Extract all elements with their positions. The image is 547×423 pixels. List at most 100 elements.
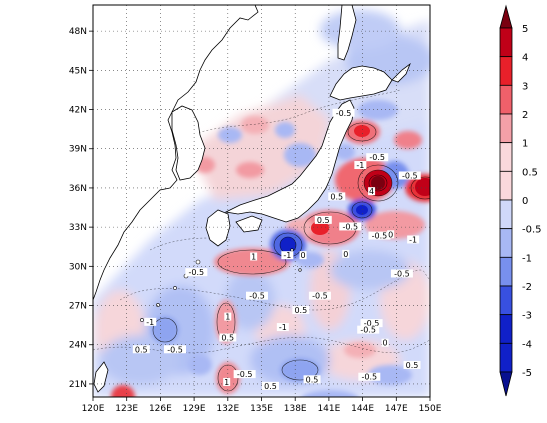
contour-label: -1 [279, 323, 287, 332]
colorbar-box [499, 56, 513, 86]
colorbar-box [499, 142, 513, 172]
contour-label-bg [261, 381, 279, 390]
contour-label: -0.5 [312, 292, 328, 301]
contour-label: -0.5 [237, 370, 253, 379]
contour-label: 0 [388, 230, 393, 239]
contour-label-bg [358, 372, 381, 381]
contour-label: -0.5 [372, 232, 388, 241]
contour-label: -0.5 [342, 222, 358, 231]
contour-label: 4 [369, 187, 374, 196]
contour-label-bg [407, 235, 420, 244]
y-tick-label: 36N [69, 184, 87, 194]
contour-label: -0.5 [369, 153, 385, 162]
contour-label: 0.5 [221, 334, 234, 343]
y-tick-label: 21N [69, 380, 87, 390]
x-tick-label: 138E [284, 404, 307, 414]
contour-label-bg [368, 231, 391, 240]
colorbar-label: -3 [522, 311, 532, 322]
landmass [93, 5, 411, 393]
contour-label-bg [292, 306, 310, 315]
contour-label-bg [360, 319, 383, 328]
contour-label: 0 [343, 250, 348, 259]
y-tick-label: 24N [69, 341, 87, 351]
gridlines [93, 5, 430, 397]
contour-label: 1 [224, 378, 229, 387]
contour-label-bg [246, 291, 269, 300]
contour-label-bg [366, 153, 389, 162]
x-tick-label: 126E [149, 404, 172, 414]
contour-label-bg [303, 375, 321, 384]
y-tick-label: 42N [69, 106, 87, 116]
contour-label-bg [403, 360, 421, 369]
colorbar-label: -2 [522, 282, 532, 293]
x-tick-label: 141E [317, 404, 340, 414]
contour-label: 0.5 [406, 361, 419, 370]
contour-label-bg [223, 377, 231, 386]
contour-label-bg [281, 251, 294, 260]
contour-label: 0 [301, 251, 306, 260]
y-tick-label: 48N [69, 27, 87, 37]
contour-label-bg [224, 312, 232, 321]
contour-label-bg [357, 325, 380, 334]
contour-label: 0.5 [294, 306, 307, 315]
x-tick-label: 147E [385, 404, 408, 414]
contour-label: 0.5 [330, 192, 343, 201]
x-tick-label: 135E [250, 404, 273, 414]
colorbar-label: 1 [522, 139, 528, 150]
contour-label: -1 [283, 251, 291, 260]
contour-label-bg [314, 215, 332, 224]
contour-label-bg [299, 251, 307, 260]
contour-label-bg [276, 323, 289, 332]
colorbar-label: -0.5 [522, 225, 542, 236]
y-tick-label: 45N [69, 66, 87, 76]
x-tick-label: 150E [419, 404, 442, 414]
y-axis: 21N 24N 27N 30N 33N 36N 39N 42N 45N 48N [69, 27, 93, 390]
colorbar-label: 4 [522, 53, 528, 64]
contour-label-bg [132, 345, 150, 354]
contour-label: 0.5 [306, 375, 319, 384]
contour-label: 1 [225, 313, 230, 322]
colorbar-box [499, 314, 513, 344]
colorbar-box [499, 84, 513, 115]
contour-label-bg [342, 249, 350, 258]
contour-label: -0.5 [167, 345, 183, 354]
colorbar-label: 2 [522, 110, 528, 121]
contour-label: 0.5 [264, 382, 277, 391]
contour-label: 1 [251, 252, 256, 261]
contour-label: -0.5 [189, 268, 205, 277]
contour-label-bg [368, 187, 376, 196]
x-tick-label: 144E [351, 404, 374, 414]
colorbar-label: -4 [522, 339, 532, 350]
colorbar-top-arrow [499, 4, 513, 29]
y-tick-label: 30N [69, 262, 87, 272]
x-axis: 120E 123E 126E 129E 132E 135E 138E 141E 144E 147E… [82, 397, 442, 414]
contour-label: -0.5 [249, 292, 265, 301]
colorbar-box [499, 113, 513, 144]
colorbar-box [499, 170, 513, 201]
contour-label-bg [233, 370, 256, 379]
contour-label-bg [354, 161, 367, 170]
colorbar-label: 0 [522, 196, 528, 207]
contour-label-bg [387, 230, 395, 239]
contour-label-bg [185, 268, 208, 277]
contour-labels: -0.5-14-0.5-0.50.50.5-0.5-0.5 -11 -1 0 00-0.… [132, 108, 421, 391]
colorbar-box [499, 27, 513, 58]
x-tick-label: 120E [82, 404, 105, 414]
contour-label-bg [339, 222, 362, 231]
contour-label: -0.5 [402, 171, 418, 180]
colorbar-box [499, 256, 513, 287]
contour-label-bg [144, 317, 157, 326]
contour-label: 0.5 [317, 216, 330, 225]
colorbar: 5 4 3 2 1 0.5 0 -0.5 -1 -2 -3 -4 -5 [499, 4, 542, 397]
colorbar-label: -5 [522, 368, 532, 379]
x-tick-label: 123E [115, 404, 138, 414]
contour-label-bg [328, 192, 346, 201]
contour-label-bg [332, 108, 355, 117]
colorbar-box [499, 199, 513, 230]
contour-label: -0.5 [360, 326, 376, 335]
contour-label: -0.5 [394, 269, 410, 278]
contour-label: -1 [146, 318, 154, 327]
colorbar-bottom-arrow [499, 371, 513, 397]
contour-label-bg [390, 269, 413, 278]
contour-label: -0.5 [364, 319, 380, 328]
